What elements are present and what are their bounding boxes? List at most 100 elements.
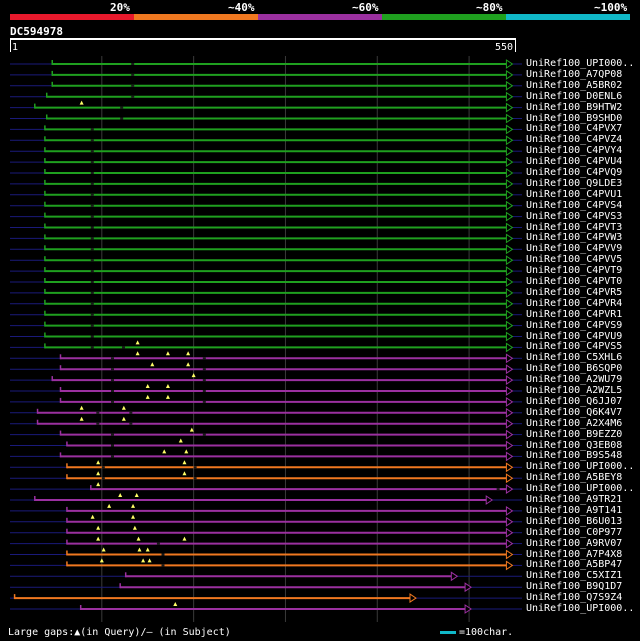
hit-label[interactable]: UniRef100_A9TR21 (526, 494, 623, 505)
hit-label[interactable]: UniRef100_A2WU79 (526, 374, 623, 386)
hit-label[interactable]: UniRef100_A2WZL5 (526, 385, 623, 396)
hit-label[interactable]: UniRef100_Q9LDE3 (526, 177, 623, 189)
query-id: DC594978 (10, 25, 63, 38)
hit-arrow-icon (505, 168, 514, 178)
hit-arrow-icon (505, 298, 514, 309)
hit-label[interactable]: UniRef100_C4PVR5 (526, 286, 623, 298)
hit-label[interactable]: UniRef100_B9SHD0 (526, 112, 623, 124)
hit-label[interactable]: UniRef100_A9RV07 (526, 537, 623, 549)
query-gap-triangle-icon (121, 416, 126, 421)
hit-label[interactable]: UniRef100_C4PVW3 (526, 232, 623, 244)
hit-label[interactable]: UniRef100_UPI000.. (526, 58, 635, 69)
ruler-start-label: 1 (12, 42, 19, 53)
hit-label[interactable]: UniRef100_C4PVS9 (526, 319, 623, 331)
query-gap-triangle-icon (186, 362, 191, 367)
hit-label[interactable]: UniRef100_UPI000.. (526, 483, 635, 495)
hit-label[interactable]: UniRef100_C4PVY4 (526, 145, 623, 157)
legend-label-80: ~80% (476, 1, 503, 14)
hit-arrow-icon (450, 571, 459, 582)
hit-arrow-icon (505, 375, 514, 386)
hit-label[interactable]: UniRef100_C0P977 (526, 526, 623, 538)
legend-label-100: ~100% (594, 1, 628, 14)
hit-label[interactable]: UniRef100_UPI000.. (526, 461, 635, 473)
hit-arrow-icon (505, 549, 514, 560)
hit-label[interactable]: UniRef100_C4PVV5 (526, 254, 623, 266)
query-gap-triangle-icon (145, 547, 150, 552)
legend-bar-40 (134, 14, 258, 20)
hit-label[interactable]: UniRef100_A9T141 (526, 504, 623, 516)
hit-label[interactable]: UniRef100_A2X4M6 (526, 417, 623, 429)
query-gap-triangle-icon (107, 503, 112, 508)
hit-arrow-icon (505, 462, 514, 473)
hit-label[interactable]: UniRef100_C4PVR1 (526, 308, 623, 320)
hit-label[interactable]: UniRef100_C4PVU9 (526, 330, 623, 342)
legend-bar-100 (506, 14, 630, 20)
legend-label-20: 20% (110, 1, 130, 14)
query-gap-triangle-icon (96, 482, 101, 487)
hit-label[interactable]: UniRef100_C5XHL6 (526, 352, 623, 364)
hit-label[interactable]: UniRef100_C4PVS5 (526, 341, 623, 353)
hit-label[interactable]: UniRef100_C5XIZ1 (526, 570, 623, 582)
hit-label[interactable]: UniRef100_B9Q1D7 (526, 581, 623, 593)
hit-arrow-icon (505, 538, 514, 549)
ruler-end-label: 550 (495, 42, 514, 53)
hit-arrow-icon (505, 277, 514, 287)
hit-label[interactable]: UniRef100_C4PVT3 (526, 221, 623, 233)
query-gap-triangle-icon (134, 493, 139, 497)
hit-label[interactable]: UniRef100_C4PVS4 (526, 199, 623, 211)
hit-label[interactable]: UniRef100_B9EZZ0 (526, 428, 623, 440)
hit-label[interactable]: UniRef100_Q6JJ07 (526, 395, 623, 407)
hit-label[interactable]: UniRef100_C4PVQ9 (526, 167, 623, 178)
query-gap-triangle-icon (165, 351, 170, 356)
hit-label[interactable]: UniRef100_UPI000.. (526, 603, 635, 614)
ruler-start-tick (10, 40, 11, 52)
hit-label[interactable]: UniRef100_A5BR02 (526, 79, 623, 91)
hit-label[interactable]: UniRef100_C4PVR4 (526, 297, 623, 309)
hit-label[interactable]: UniRef100_C4PVV9 (526, 243, 623, 255)
hit-arrow-icon (505, 560, 514, 571)
query-gap-triangle-icon (186, 351, 191, 356)
hit-arrow-icon (505, 342, 514, 353)
query-gap-triangle-icon (182, 460, 187, 465)
hit-label[interactable]: UniRef100_Q6K4V7 (526, 406, 623, 418)
large-gaps-legend: Large gaps:▲(in Query)/– (in Subject) (8, 627, 231, 638)
query-gap-triangle-icon (96, 471, 101, 476)
hit-label[interactable]: UniRef100_Q7S9Z4 (526, 592, 623, 604)
hit-label[interactable]: UniRef100_A5BEY8 (526, 472, 623, 484)
query-gap-triangle-icon (79, 100, 84, 105)
query-gap-triangle-icon (79, 416, 84, 421)
hit-label[interactable]: UniRef100_B6SQP0 (526, 363, 623, 375)
hit-arrow-icon (505, 331, 514, 342)
hit-label[interactable]: UniRef100_C4PVU4 (526, 156, 623, 168)
hit-arrow-icon (464, 582, 472, 593)
query-gap-triangle-icon (137, 547, 142, 552)
hit-arrow-icon (505, 189, 514, 200)
query-gap-triangle-icon (96, 525, 101, 530)
hit-label[interactable]: UniRef100_A5BP47 (526, 559, 623, 571)
hit-label[interactable]: UniRef100_C4PVZ4 (526, 134, 623, 146)
hit-arrow-icon (505, 429, 514, 440)
hit-label[interactable]: UniRef100_B6U013 (526, 515, 623, 527)
hit-arrow-icon (505, 527, 514, 538)
hit-arrow-icon (505, 244, 514, 255)
hit-label[interactable]: UniRef100_A7P4X8 (526, 548, 623, 560)
query-ruler (10, 38, 516, 40)
hit-label[interactable]: UniRef100_A7QP08 (526, 68, 623, 80)
hit-arrow-icon (505, 157, 514, 168)
hit-label[interactable]: UniRef100_C4PVU1 (526, 188, 623, 200)
hit-label[interactable]: UniRef100_C4PVT0 (526, 276, 623, 287)
query-gap-triangle-icon (173, 602, 178, 606)
hit-label[interactable]: UniRef100_D0ENL6 (526, 90, 623, 102)
hit-label[interactable]: UniRef100_C4PVX7 (526, 123, 623, 135)
query-gap-triangle-icon (182, 536, 187, 541)
hit-label[interactable]: UniRef100_C4PVS3 (526, 210, 623, 222)
hit-label[interactable]: UniRef100_B9S548 (526, 450, 623, 462)
hit-label[interactable]: UniRef100_Q3EB08 (526, 439, 623, 451)
query-gap-triangle-icon (145, 394, 150, 399)
hit-arrow-icon (505, 484, 514, 495)
hit-arrow-icon (505, 287, 514, 298)
hit-label[interactable]: UniRef100_C4PVT9 (526, 265, 623, 277)
hit-arrow-icon (505, 200, 514, 211)
hit-label[interactable]: UniRef100_B9HTW2 (526, 101, 623, 113)
